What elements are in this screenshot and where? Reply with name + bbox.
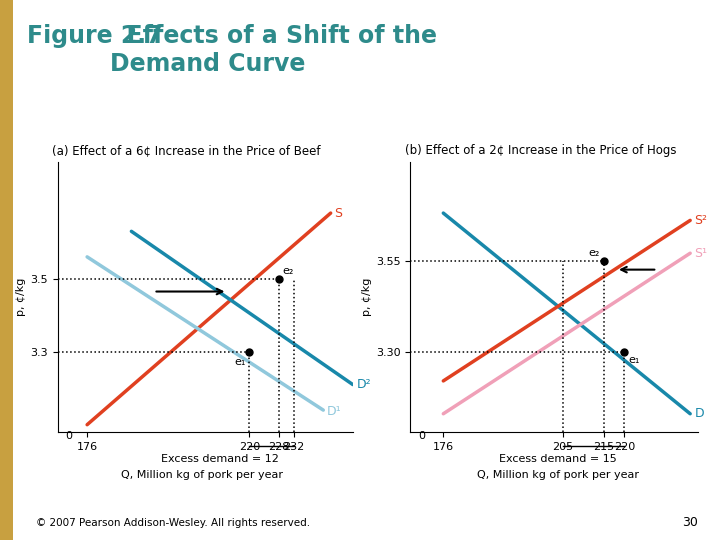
Text: S: S [334,207,342,220]
Text: (a) Effect of a 6¢ Increase in the Price of Beef: (a) Effect of a 6¢ Increase in the Price… [52,144,320,157]
Text: D²: D² [356,378,371,391]
Text: Q, Million kg of pork per year: Q, Million kg of pork per year [121,470,283,480]
Text: e₂: e₂ [283,266,294,276]
Y-axis label: p, ¢/kg: p, ¢/kg [362,278,372,316]
Text: D: D [694,407,704,420]
Text: Excess demand = 12: Excess demand = 12 [161,454,279,464]
Text: Figure 2.7: Figure 2.7 [27,24,163,48]
Text: Effects of a Shift of the
Demand Curve: Effects of a Shift of the Demand Curve [110,24,437,76]
Text: © 2007 Pearson Addison-Wesley. All rights reserved.: © 2007 Pearson Addison-Wesley. All right… [36,518,310,529]
Y-axis label: p, ¢/kg: p, ¢/kg [16,278,26,316]
Text: Q, Million kg of pork per year: Q, Million kg of pork per year [477,470,639,480]
Text: e₁: e₁ [235,357,246,367]
Text: Excess demand = 15: Excess demand = 15 [499,454,617,464]
Text: S¹: S¹ [694,247,707,260]
Text: 30: 30 [683,516,698,530]
Text: S²: S² [694,214,707,227]
Text: e₂: e₂ [588,248,600,258]
Text: (b) Effect of a 2¢ Increase in the Price of Hogs: (b) Effect of a 2¢ Increase in the Price… [405,144,676,157]
Text: e₁: e₁ [629,355,640,366]
Text: D¹: D¹ [327,406,341,419]
Text: 0: 0 [65,431,72,441]
Text: 0: 0 [418,431,426,441]
